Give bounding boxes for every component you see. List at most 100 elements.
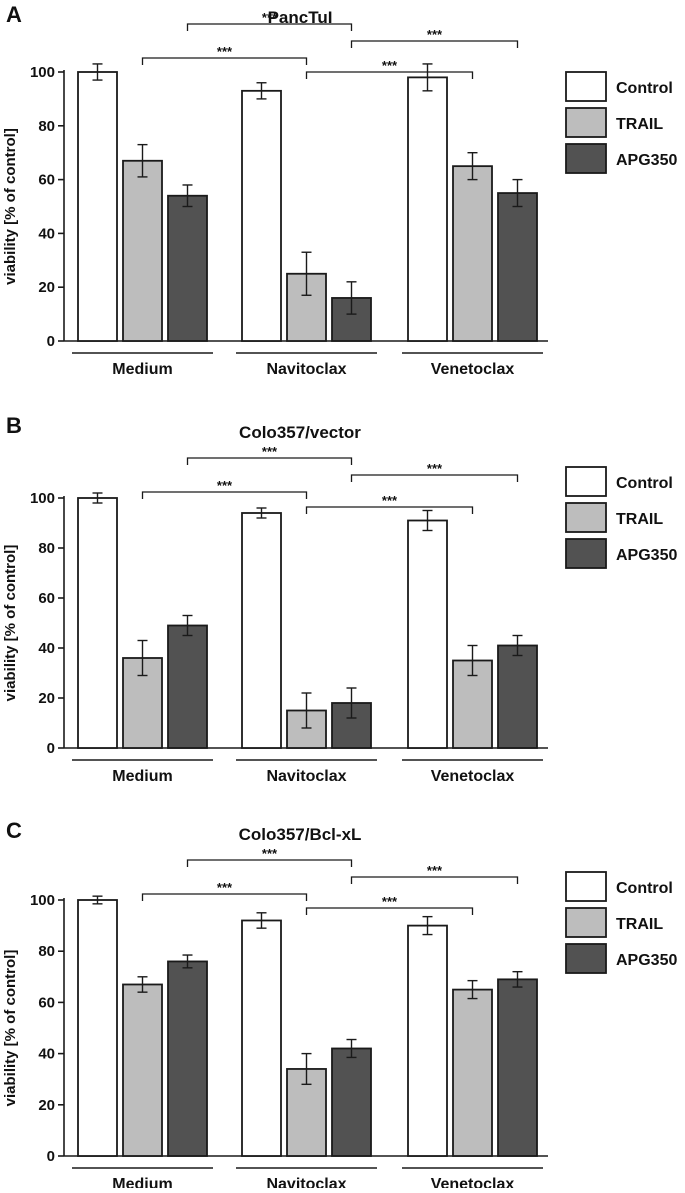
legend-swatch-apg350 [565, 538, 607, 569]
legend-swatch-apg350 [565, 143, 607, 174]
bar-trail-navitoclax [286, 709, 327, 749]
panel-letter: B [6, 413, 22, 438]
bar-apg350-venetoclax [497, 192, 538, 342]
bar-apg350-venetoclax [497, 978, 538, 1157]
bar-trail-medium [122, 983, 163, 1157]
significance-label: *** [427, 863, 443, 878]
panel-letter: C [6, 818, 22, 843]
y-tick-label: 0 [47, 1148, 55, 1165]
significance-bracket [141, 893, 308, 901]
y-tick-label: 100 [30, 64, 55, 81]
chart-panel-b: B Colo357/vector viability [% of control] 0… [2, 413, 677, 785]
category-label-venetoclax: Venetoclax [431, 768, 515, 785]
y-axis-label: viability [% of control] [2, 950, 19, 1107]
y-axis-label: viability [% of control] [2, 128, 19, 285]
bar-trail-medium [122, 159, 163, 342]
significance-label: *** [382, 894, 398, 909]
category-label-navitoclax: Navitoclax [266, 1176, 346, 1188]
category-label-medium: Medium [112, 768, 172, 785]
category-label-navitoclax: Navitoclax [266, 361, 346, 378]
bar-control-navitoclax [241, 512, 282, 749]
bar-control-venetoclax [407, 924, 448, 1157]
significance-label: *** [217, 44, 233, 59]
legend-swatch-trail [565, 907, 607, 938]
significance-bracket [305, 506, 474, 514]
chart-title: Colo357/Bcl-xL [239, 825, 362, 844]
significance-label: *** [262, 10, 278, 25]
significance-bracket [186, 859, 353, 867]
significance-bracket [305, 71, 474, 79]
bar-control-medium [77, 899, 118, 1157]
category-label-navitoclax: Navitoclax [266, 768, 346, 785]
panel-b: B Colo357/vector viability [% of control] 0… [0, 395, 685, 790]
significance-bracket [350, 40, 519, 48]
bar-control-navitoclax [241, 89, 282, 342]
legend-label-apg350: APG350 [616, 547, 677, 564]
significance-label: *** [382, 58, 398, 73]
y-tick-label: 40 [38, 640, 55, 657]
y-tick-label: 80 [38, 540, 55, 557]
y-tick-label: 20 [38, 1097, 55, 1114]
y-tick-label: 0 [47, 333, 55, 350]
y-tick-label: 60 [38, 994, 55, 1011]
legend-label-control: Control [616, 880, 673, 897]
significance-label: *** [427, 27, 443, 42]
category-label-venetoclax: Venetoclax [431, 361, 515, 378]
y-tick-label: 100 [30, 490, 55, 507]
significance-bracket [186, 23, 353, 31]
legend-swatch-apg350 [565, 943, 607, 974]
legend-label-apg350: APG350 [616, 152, 677, 169]
bar-control-venetoclax [407, 76, 448, 342]
category-label-venetoclax: Venetoclax [431, 1176, 515, 1188]
legend-label-trail: TRAIL [616, 116, 663, 133]
significance-label: *** [262, 444, 278, 459]
bar-apg350-medium [167, 624, 208, 749]
bar-apg350-navitoclax [331, 1047, 372, 1157]
legend-swatch-trail [565, 502, 607, 533]
y-tick-label: 100 [30, 892, 55, 909]
y-tick-label: 60 [38, 172, 55, 189]
legend-label-trail: TRAIL [616, 916, 663, 933]
chart-panel-a: A PancTuI viability [% of control] 0 20 40 60 8… [2, 2, 677, 378]
bar-apg350-venetoclax [497, 644, 538, 749]
y-tick-label: 0 [47, 740, 55, 757]
chart-panel-c: C Colo357/Bcl-xL viability [% of control] 0… [2, 818, 677, 1193]
chart-title: Colo357/vector [239, 423, 361, 442]
category-label-medium: Medium [112, 1176, 172, 1188]
legend-swatch-trail [565, 107, 607, 138]
bar-trail-venetoclax [452, 988, 493, 1157]
legend-label-apg350: APG350 [616, 952, 677, 969]
significance-bracket [305, 907, 474, 915]
y-tick-label: 80 [38, 118, 55, 135]
y-tick-label: 40 [38, 1046, 55, 1063]
legend-swatch-control [565, 71, 607, 102]
bar-trail-venetoclax [452, 165, 493, 342]
significance-bracket [350, 876, 519, 884]
significance-bracket [141, 491, 308, 499]
bar-control-medium [77, 71, 118, 342]
bar-control-medium [77, 497, 118, 749]
legend-label-control: Control [616, 475, 673, 492]
legend-label-control: Control [616, 80, 673, 97]
significance-label: *** [427, 461, 443, 476]
legend-label-trail: TRAIL [616, 511, 663, 528]
bar-apg350-medium [167, 960, 208, 1157]
y-tick-label: 60 [38, 590, 55, 607]
panel-c: C Colo357/Bcl-xL viability [% of control] 0… [0, 800, 685, 1193]
y-tick-label: 40 [38, 225, 55, 242]
significance-label: *** [262, 846, 278, 861]
y-axis-label: viability [% of control] [2, 545, 19, 702]
significance-bracket [141, 57, 308, 65]
y-tick-label: 20 [38, 690, 55, 707]
significance-label: *** [382, 493, 398, 508]
significance-label: *** [217, 880, 233, 895]
legend-swatch-control [565, 466, 607, 497]
bar-control-venetoclax [407, 519, 448, 749]
bar-apg350-medium [167, 194, 208, 342]
panel-letter: A [6, 2, 22, 27]
legend-swatch-control [565, 871, 607, 902]
y-tick-label: 20 [38, 279, 55, 296]
y-tick-label: 80 [38, 943, 55, 960]
significance-label: *** [217, 478, 233, 493]
chart-title: PancTuI [268, 8, 333, 27]
